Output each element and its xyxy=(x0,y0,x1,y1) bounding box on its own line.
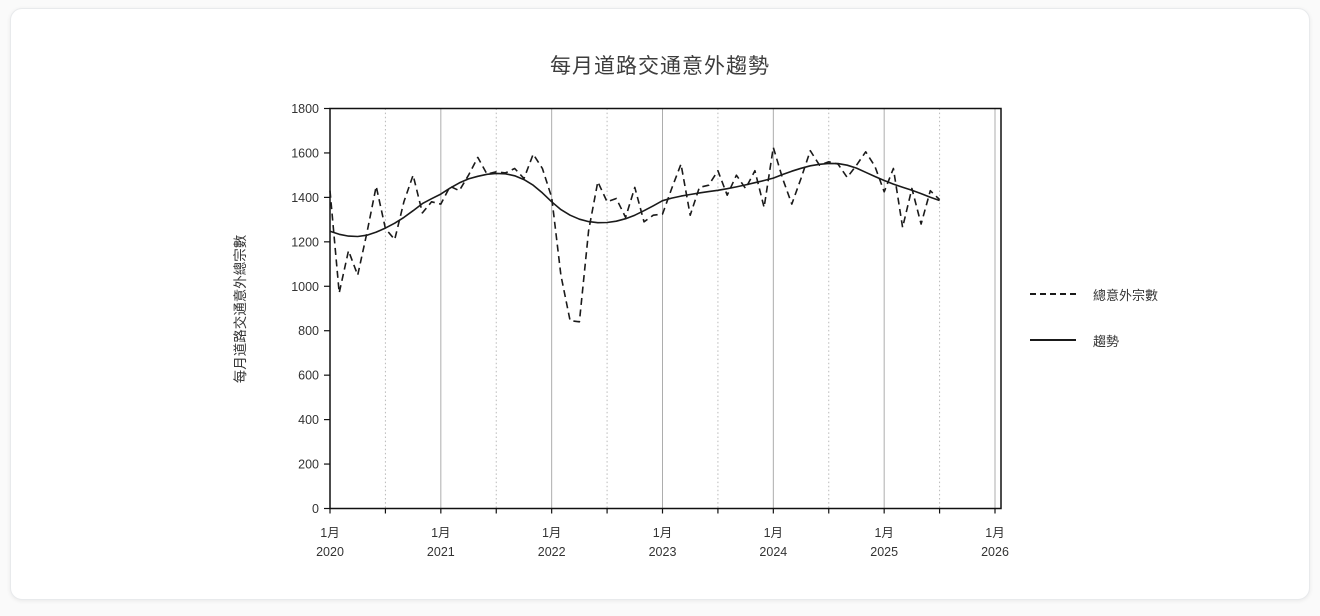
x-tick-label-year-2025: 2025 xyxy=(870,545,898,559)
plot-frame xyxy=(329,107,1002,510)
dashed-line-sample xyxy=(1030,293,1076,295)
y-tick-label-600: 600 xyxy=(298,369,319,383)
x-tick-label-year-2026: 2026 xyxy=(981,545,1009,559)
chart-card xyxy=(10,8,1310,600)
y-tick-label-800: 800 xyxy=(298,324,319,338)
y-tick-label-400: 400 xyxy=(298,413,319,427)
x-tick-label-month-2022: 1月 xyxy=(542,526,561,540)
legend-item-total-accidents: 總意外宗數 xyxy=(1030,286,1159,303)
x-tick-label-year-2020: 2020 xyxy=(316,545,344,559)
y-tick-label-1200: 1200 xyxy=(291,235,319,249)
x-tick-label-month-2020: 1月 xyxy=(320,526,339,540)
y-tick-label-1600: 1600 xyxy=(291,146,319,160)
y-tick-label-1000: 1000 xyxy=(291,280,319,294)
legend-item-trend: 趨勢 xyxy=(1030,332,1120,349)
x-tick-label-year-2022: 2022 xyxy=(538,545,566,559)
x-tick-label-year-2024: 2024 xyxy=(759,545,787,559)
x-tick-label-year-2021: 2021 xyxy=(427,545,455,559)
x-tick-label-month-2021: 1月 xyxy=(431,526,450,540)
x-tick-label-month-2026: 1月 xyxy=(985,526,1004,540)
y-tick-label-200: 200 xyxy=(298,458,319,472)
chart-title: 每月道路交通意外趨勢 xyxy=(550,55,770,78)
x-tick-label-year-2023: 2023 xyxy=(649,545,677,559)
y-tick-label-0: 0 xyxy=(312,502,319,516)
x-tick-label-month-2025: 1月 xyxy=(874,526,893,540)
series-line-total-accidents xyxy=(329,146,941,323)
x-tick-label-month-2024: 1月 xyxy=(764,526,783,540)
legend-label-total-accidents: 總意外宗數 xyxy=(1093,287,1159,303)
y-tick-label-1800: 1800 xyxy=(291,102,319,116)
solid-line-sample xyxy=(1030,339,1076,341)
legend-label-trend: 趨勢 xyxy=(1093,333,1120,349)
x-tick-label-month-2023: 1月 xyxy=(653,526,672,540)
y-axis-title: 每月道路交通意外總宗數 xyxy=(232,234,248,383)
series-line-trend xyxy=(329,162,940,238)
y-tick-label-1400: 1400 xyxy=(291,191,319,205)
